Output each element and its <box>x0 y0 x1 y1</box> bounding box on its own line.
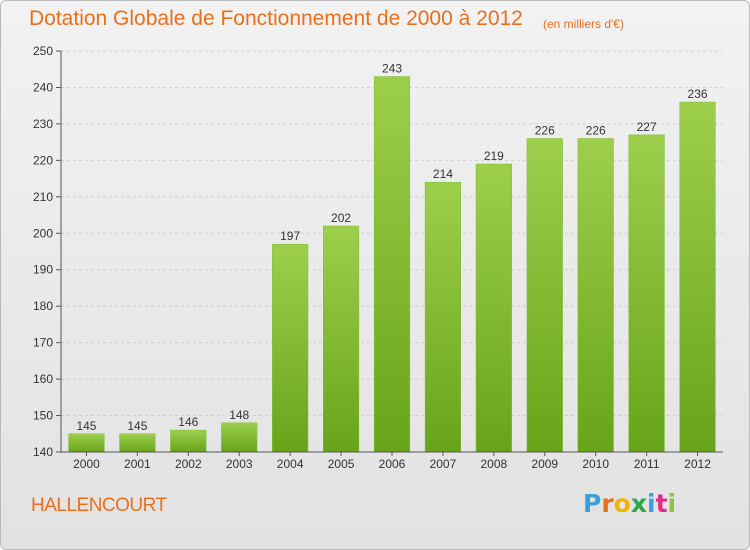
bar-value-label: 243 <box>382 62 402 76</box>
x-tick-label: 2012 <box>684 457 711 471</box>
y-tick-label: 150 <box>33 409 53 423</box>
x-tick-label: 2007 <box>430 457 457 471</box>
bar <box>475 163 512 453</box>
axes: 140 150 160 170 180 190 200 210 220 230 240 250 2000… <box>33 44 723 471</box>
x-tick-label: 2003 <box>226 457 253 471</box>
bar <box>119 433 156 453</box>
x-tick-label: 2001 <box>124 457 151 471</box>
bar <box>577 138 614 453</box>
bar-value-label: 226 <box>586 123 606 137</box>
y-tick-label: 140 <box>33 445 53 459</box>
bar-value-label: 197 <box>280 229 300 243</box>
logo-letter: i <box>647 489 656 518</box>
chart-unit-label: (en milliers d'€) <box>543 17 624 31</box>
bar <box>68 433 105 453</box>
bar <box>373 76 411 453</box>
bar-value-label: 148 <box>229 408 249 422</box>
bar <box>424 181 461 453</box>
bar <box>170 429 207 453</box>
y-tick-label: 210 <box>33 190 53 204</box>
bars-group <box>68 76 716 453</box>
value-labels: 145 145 146 148 197 202 243 214 219 226 226 227 236 <box>76 62 707 433</box>
y-tick-label: 250 <box>33 44 53 58</box>
x-tick-label: 2000 <box>73 457 100 471</box>
x-tick-label: 2010 <box>582 457 609 471</box>
bar-value-label: 227 <box>637 120 657 134</box>
bar <box>221 422 258 453</box>
logo-letter: r <box>601 489 614 518</box>
bar <box>679 101 716 453</box>
x-tick-label: 2009 <box>531 457 558 471</box>
y-tick-label: 170 <box>33 336 53 350</box>
bar <box>628 134 665 453</box>
y-tick-label: 190 <box>33 263 53 277</box>
bar-value-label: 236 <box>688 87 708 101</box>
bar-value-label: 202 <box>331 211 351 225</box>
logo-letter: P <box>583 489 602 518</box>
x-tick-label: 2005 <box>328 457 355 471</box>
bar-value-label: 146 <box>178 415 198 429</box>
bar <box>323 225 360 453</box>
y-tick-label: 200 <box>33 226 53 240</box>
bar-value-label: 214 <box>433 167 453 181</box>
bar <box>272 243 309 453</box>
x-tick-label: 2004 <box>277 457 304 471</box>
bar-value-label: 219 <box>484 149 504 163</box>
bar-value-label: 226 <box>535 123 555 137</box>
y-tick-label: 230 <box>33 117 53 131</box>
y-tick-label: 160 <box>33 372 53 386</box>
logo-letter: i <box>667 489 677 518</box>
proxiti-logo[interactable]: Proxiti <box>583 489 676 518</box>
bar <box>526 138 563 453</box>
x-tick-label: 2011 <box>634 457 660 471</box>
logo-letter: t <box>655 489 668 518</box>
y-tick-label: 240 <box>33 80 53 94</box>
bar-value-label: 145 <box>76 419 96 433</box>
logo-letter: x <box>630 489 647 518</box>
commune-name: HALLENCOURT <box>31 495 167 516</box>
bar-value-label: 145 <box>127 419 147 433</box>
y-tick-label: 180 <box>33 299 53 313</box>
logo-letter: o <box>613 489 631 518</box>
chart-title: Dotation Globale de Fonctionnement de 20… <box>29 7 523 30</box>
y-tick-label: 220 <box>33 153 53 167</box>
x-tick-label: 2002 <box>175 457 202 471</box>
x-tick-label: 2008 <box>480 457 507 471</box>
x-tick-label: 2006 <box>379 457 406 471</box>
